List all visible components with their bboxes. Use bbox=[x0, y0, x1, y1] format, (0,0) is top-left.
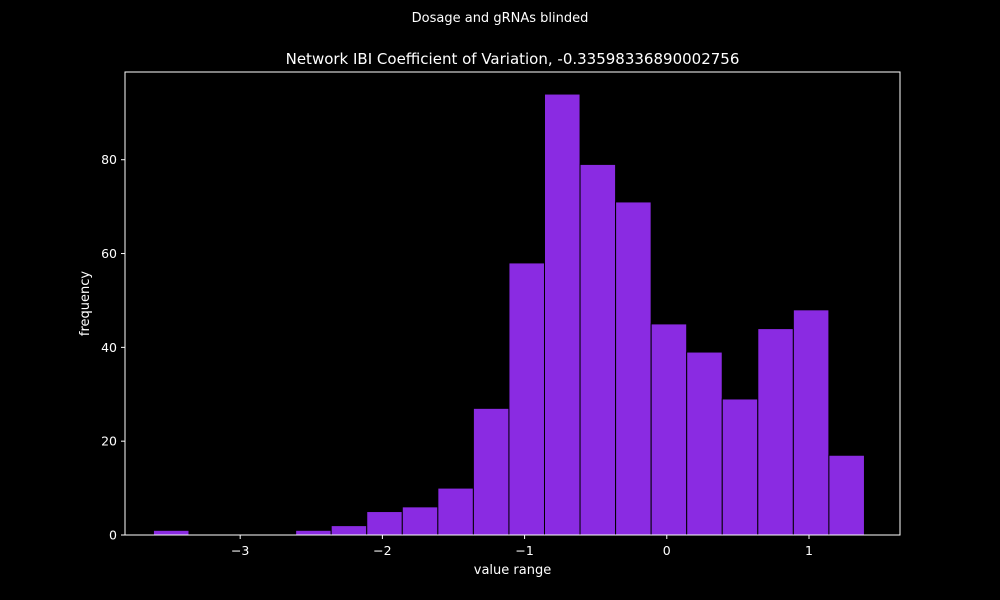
x-tick-label: −3 bbox=[231, 543, 249, 558]
x-axis-ticks: −3 −2 −1 0 1 bbox=[231, 535, 813, 558]
y-axis-ticks: 0 20 40 60 80 bbox=[101, 152, 125, 543]
y-tick-label: 80 bbox=[101, 152, 117, 167]
histogram-bar bbox=[721, 398, 759, 536]
y-tick-label: 40 bbox=[101, 340, 117, 355]
histogram-bar bbox=[401, 506, 439, 536]
x-tick-label: −2 bbox=[373, 543, 391, 558]
y-tick-label: 20 bbox=[101, 434, 117, 449]
histogram-bar bbox=[437, 487, 474, 536]
histogram-bar bbox=[152, 529, 190, 536]
x-axis-label: value range bbox=[474, 563, 551, 578]
x-tick-label: 1 bbox=[805, 543, 813, 558]
y-tick-label: 60 bbox=[101, 246, 117, 261]
x-tick-label: 0 bbox=[663, 543, 671, 558]
histogram-bar bbox=[686, 351, 723, 536]
x-tick-label: −1 bbox=[515, 543, 533, 558]
plot-frame bbox=[124, 71, 901, 536]
histogram-bar bbox=[579, 163, 617, 536]
histogram-bar bbox=[295, 529, 332, 536]
histogram-bar bbox=[508, 262, 545, 536]
histogram-bar bbox=[757, 328, 794, 536]
y-tick-label: 0 bbox=[109, 528, 117, 543]
bars-group bbox=[152, 93, 865, 536]
histogram-bar bbox=[792, 309, 830, 536]
chart-title: Network IBI Coefficient of Variation, -0… bbox=[286, 50, 740, 68]
histogram-bar bbox=[366, 511, 403, 536]
histogram-bar bbox=[650, 323, 688, 536]
histogram-bar bbox=[828, 454, 865, 536]
histogram-bar bbox=[330, 525, 368, 536]
histogram-bar bbox=[472, 407, 510, 536]
histogram-bar bbox=[543, 93, 581, 536]
y-axis-label: frequency bbox=[78, 271, 93, 337]
figure-suptitle: Dosage and gRNAs blinded bbox=[412, 11, 589, 26]
histogram-bar bbox=[615, 201, 652, 536]
